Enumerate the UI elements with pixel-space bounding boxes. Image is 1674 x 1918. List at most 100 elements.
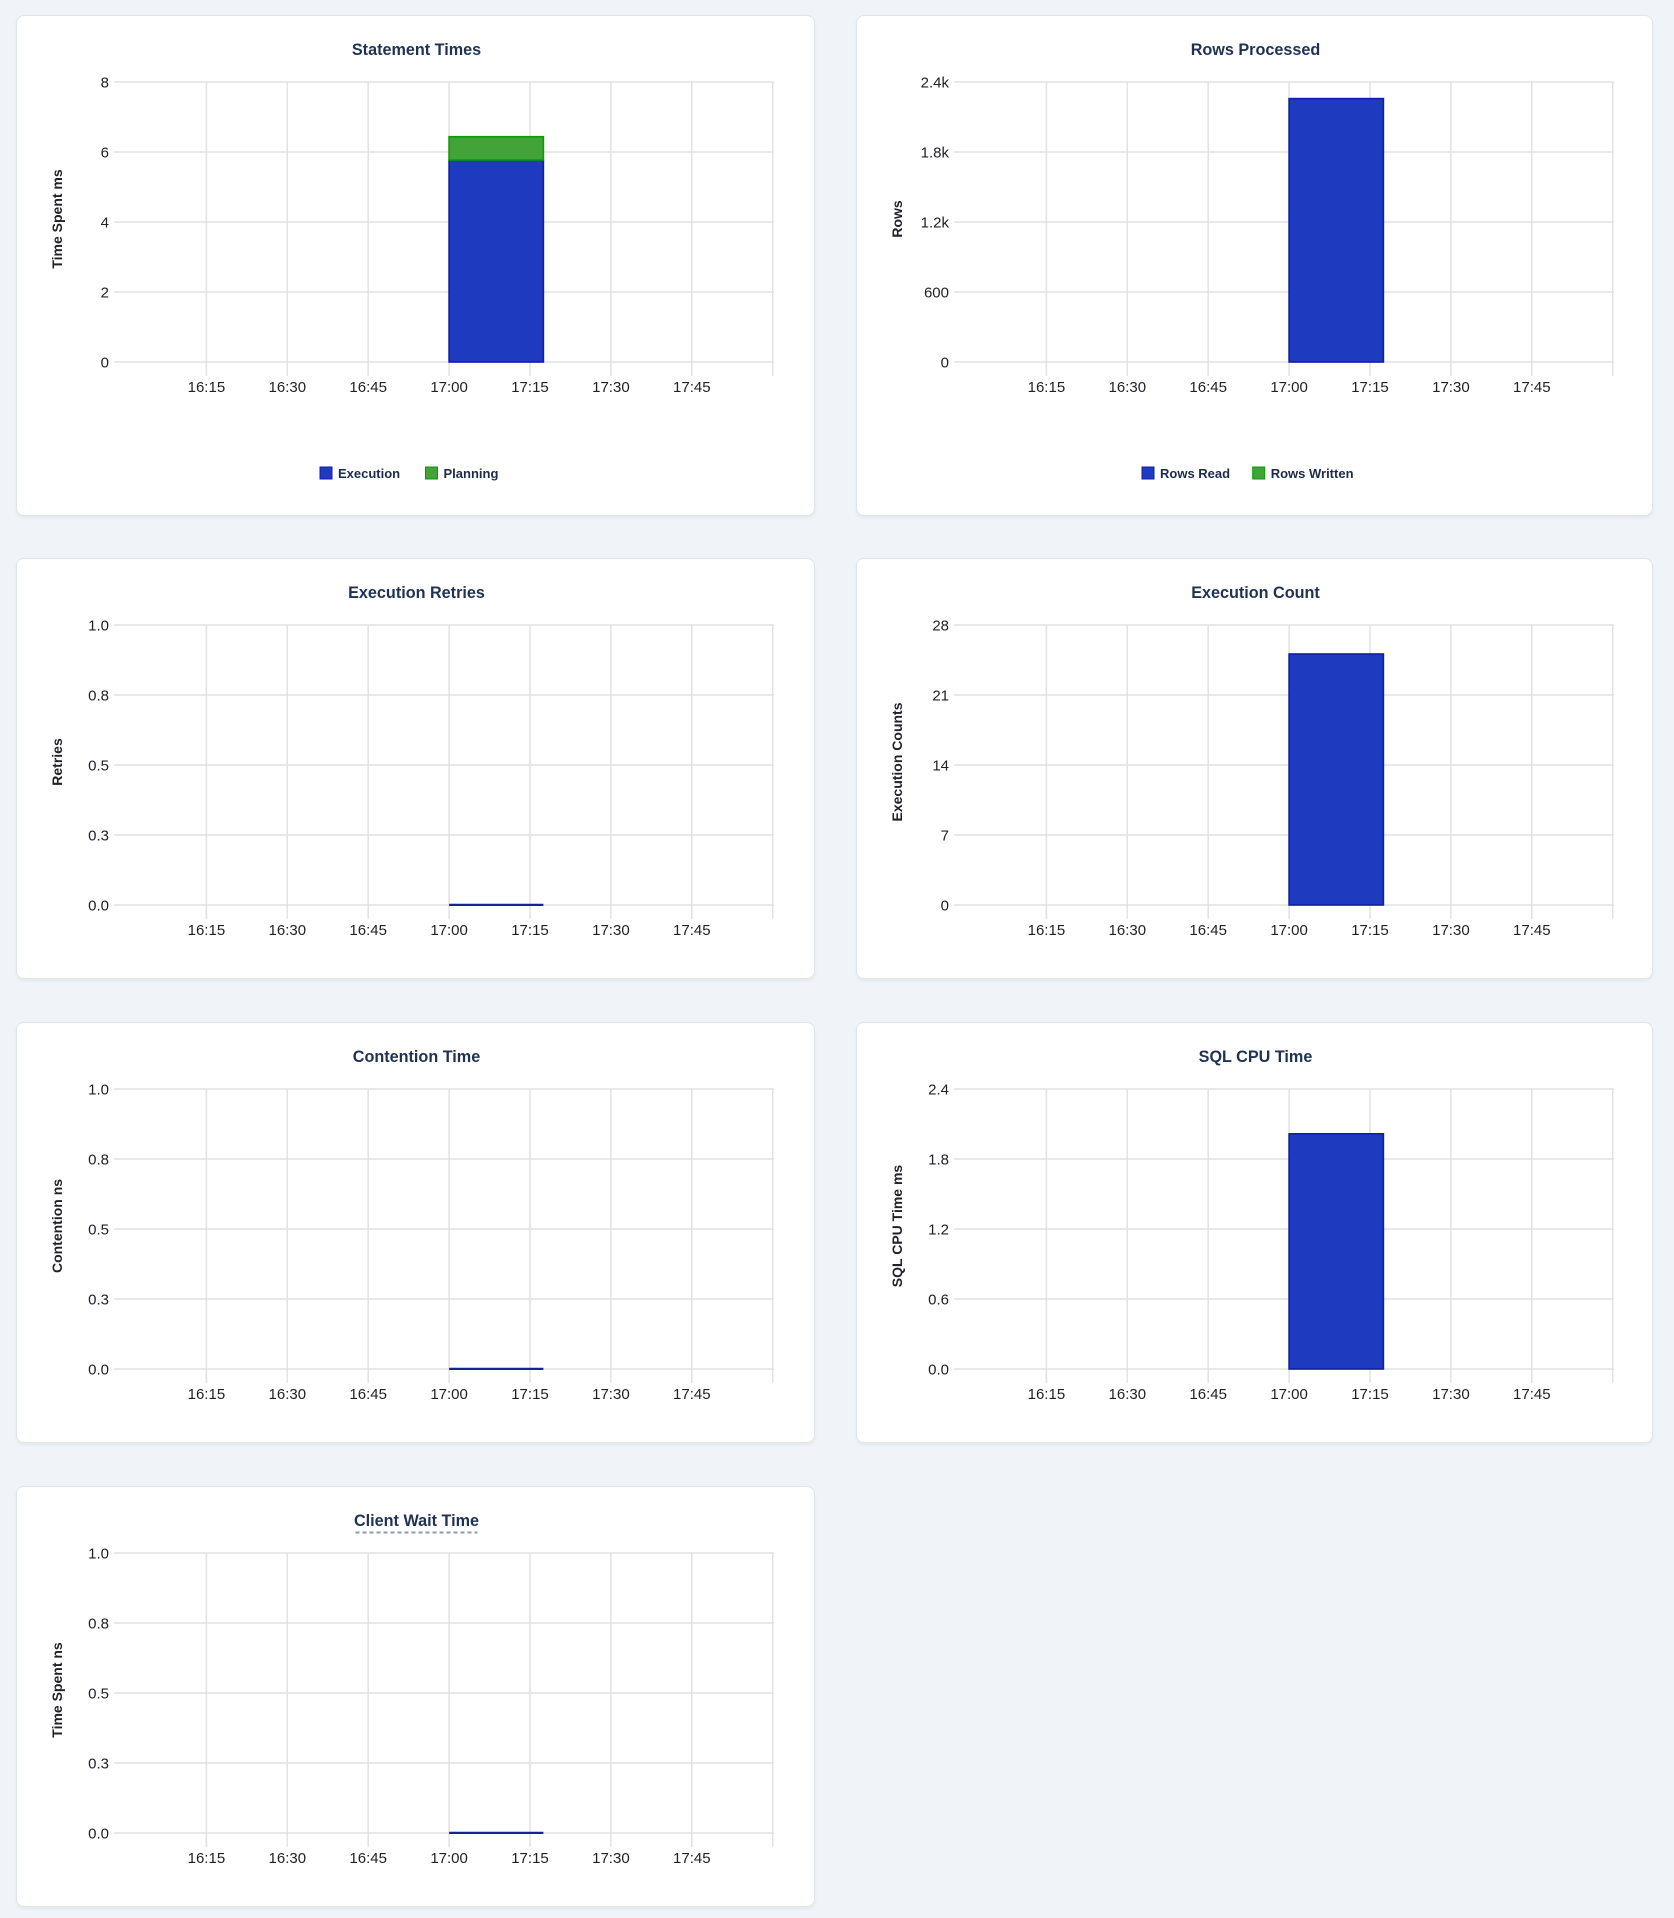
- svg-text:Execution Counts: Execution Counts: [889, 702, 905, 821]
- svg-text:16:45: 16:45: [1189, 922, 1227, 939]
- svg-text:1.8: 1.8: [928, 1152, 949, 1169]
- svg-text:17:45: 17:45: [1513, 922, 1551, 939]
- svg-text:7: 7: [941, 828, 949, 845]
- svg-text:17:30: 17:30: [592, 379, 630, 396]
- svg-text:1.2k: 1.2k: [921, 215, 950, 232]
- svg-text:2: 2: [101, 285, 109, 302]
- svg-text:0.5: 0.5: [88, 1222, 109, 1239]
- svg-text:Execution: Execution: [338, 466, 400, 481]
- svg-text:17:45: 17:45: [673, 1386, 711, 1403]
- svg-text:2.4: 2.4: [928, 1082, 949, 1099]
- svg-text:17:30: 17:30: [1432, 922, 1470, 939]
- svg-text:17:15: 17:15: [1351, 922, 1389, 939]
- svg-text:28: 28: [932, 618, 949, 635]
- svg-text:SQL CPU Time ms: SQL CPU Time ms: [889, 1165, 905, 1288]
- svg-text:16:30: 16:30: [269, 1850, 307, 1867]
- svg-text:0.3: 0.3: [88, 1292, 109, 1309]
- svg-text:21: 21: [932, 688, 949, 705]
- svg-text:17:30: 17:30: [1432, 379, 1470, 396]
- svg-text:17:00: 17:00: [430, 1850, 468, 1867]
- svg-text:16:15: 16:15: [188, 1386, 226, 1403]
- svg-text:Client Wait Time: Client Wait Time: [354, 1512, 479, 1530]
- svg-text:17:45: 17:45: [673, 1850, 711, 1867]
- svg-text:16:15: 16:15: [1028, 922, 1066, 939]
- svg-text:0.0: 0.0: [88, 1826, 109, 1843]
- svg-text:0.5: 0.5: [88, 758, 109, 775]
- svg-text:17:15: 17:15: [511, 1850, 549, 1867]
- svg-text:16:30: 16:30: [1109, 379, 1147, 396]
- svg-text:14: 14: [932, 758, 949, 775]
- svg-text:Retries: Retries: [49, 738, 65, 786]
- svg-text:600: 600: [924, 285, 949, 302]
- svg-text:8: 8: [101, 75, 109, 92]
- svg-text:SQL CPU Time: SQL CPU Time: [1199, 1048, 1313, 1066]
- svg-text:17:45: 17:45: [673, 922, 711, 939]
- svg-text:17:00: 17:00: [1270, 1386, 1308, 1403]
- svg-text:1.8k: 1.8k: [921, 145, 950, 162]
- svg-text:17:30: 17:30: [592, 922, 630, 939]
- svg-text:1.0: 1.0: [88, 1546, 109, 1563]
- svg-text:16:45: 16:45: [349, 922, 387, 939]
- svg-text:0: 0: [941, 355, 949, 372]
- svg-text:6: 6: [101, 145, 109, 162]
- svg-text:17:45: 17:45: [1513, 379, 1551, 396]
- svg-text:1.0: 1.0: [88, 618, 109, 635]
- svg-text:16:45: 16:45: [1189, 1386, 1227, 1403]
- svg-text:0.3: 0.3: [88, 1756, 109, 1773]
- svg-text:16:15: 16:15: [188, 922, 226, 939]
- svg-text:16:15: 16:15: [188, 1850, 226, 1867]
- svg-text:0: 0: [101, 355, 109, 372]
- svg-text:16:45: 16:45: [349, 379, 387, 396]
- svg-text:Execution Count: Execution Count: [1191, 584, 1320, 602]
- svg-text:Contention ns: Contention ns: [49, 1179, 65, 1273]
- svg-text:Time Spent ms: Time Spent ms: [49, 169, 65, 269]
- svg-text:16:45: 16:45: [349, 1386, 387, 1403]
- svg-text:1.0: 1.0: [88, 1082, 109, 1099]
- svg-text:1.2: 1.2: [928, 1222, 949, 1239]
- svg-text:0.5: 0.5: [88, 1686, 109, 1703]
- svg-text:16:45: 16:45: [349, 1850, 387, 1867]
- svg-text:4: 4: [101, 215, 109, 232]
- svg-text:0.8: 0.8: [88, 1616, 109, 1633]
- svg-text:16:30: 16:30: [269, 1386, 307, 1403]
- svg-text:2.4k: 2.4k: [921, 75, 950, 92]
- svg-text:16:45: 16:45: [1189, 379, 1227, 396]
- svg-text:Rows Written: Rows Written: [1271, 466, 1354, 481]
- svg-text:0.8: 0.8: [88, 1152, 109, 1169]
- svg-text:Rows: Rows: [889, 200, 905, 238]
- svg-text:16:15: 16:15: [1028, 379, 1066, 396]
- svg-text:16:30: 16:30: [269, 379, 307, 396]
- svg-text:17:00: 17:00: [430, 1386, 468, 1403]
- svg-text:17:30: 17:30: [592, 1850, 630, 1867]
- svg-text:0.0: 0.0: [928, 1362, 949, 1379]
- svg-text:17:15: 17:15: [511, 922, 549, 939]
- svg-text:0.8: 0.8: [88, 688, 109, 705]
- svg-text:17:15: 17:15: [511, 379, 549, 396]
- svg-text:17:30: 17:30: [592, 1386, 630, 1403]
- svg-text:17:15: 17:15: [1351, 379, 1389, 396]
- svg-text:17:30: 17:30: [1432, 1386, 1470, 1403]
- svg-text:16:30: 16:30: [1109, 1386, 1147, 1403]
- svg-text:0.0: 0.0: [88, 898, 109, 915]
- svg-text:17:15: 17:15: [511, 1386, 549, 1403]
- svg-text:17:00: 17:00: [430, 379, 468, 396]
- svg-text:16:15: 16:15: [1028, 1386, 1066, 1403]
- svg-text:Execution Retries: Execution Retries: [348, 584, 485, 602]
- svg-text:17:15: 17:15: [1351, 1386, 1389, 1403]
- svg-text:17:00: 17:00: [1270, 922, 1308, 939]
- svg-text:17:45: 17:45: [1513, 1386, 1551, 1403]
- svg-text:0.0: 0.0: [88, 1362, 109, 1379]
- svg-text:16:30: 16:30: [269, 922, 307, 939]
- svg-text:Time Spent ns: Time Spent ns: [49, 1642, 65, 1738]
- svg-text:0.3: 0.3: [88, 828, 109, 845]
- svg-text:Planning: Planning: [444, 466, 499, 481]
- svg-text:Rows Read: Rows Read: [1160, 466, 1230, 481]
- svg-text:Rows Processed: Rows Processed: [1191, 41, 1321, 59]
- svg-text:17:00: 17:00: [430, 922, 468, 939]
- svg-text:16:15: 16:15: [188, 379, 226, 396]
- svg-text:16:30: 16:30: [1109, 922, 1147, 939]
- svg-text:0.6: 0.6: [928, 1292, 949, 1309]
- svg-text:17:45: 17:45: [673, 379, 711, 396]
- svg-text:Statement Times: Statement Times: [352, 41, 481, 59]
- svg-text:17:00: 17:00: [1270, 379, 1308, 396]
